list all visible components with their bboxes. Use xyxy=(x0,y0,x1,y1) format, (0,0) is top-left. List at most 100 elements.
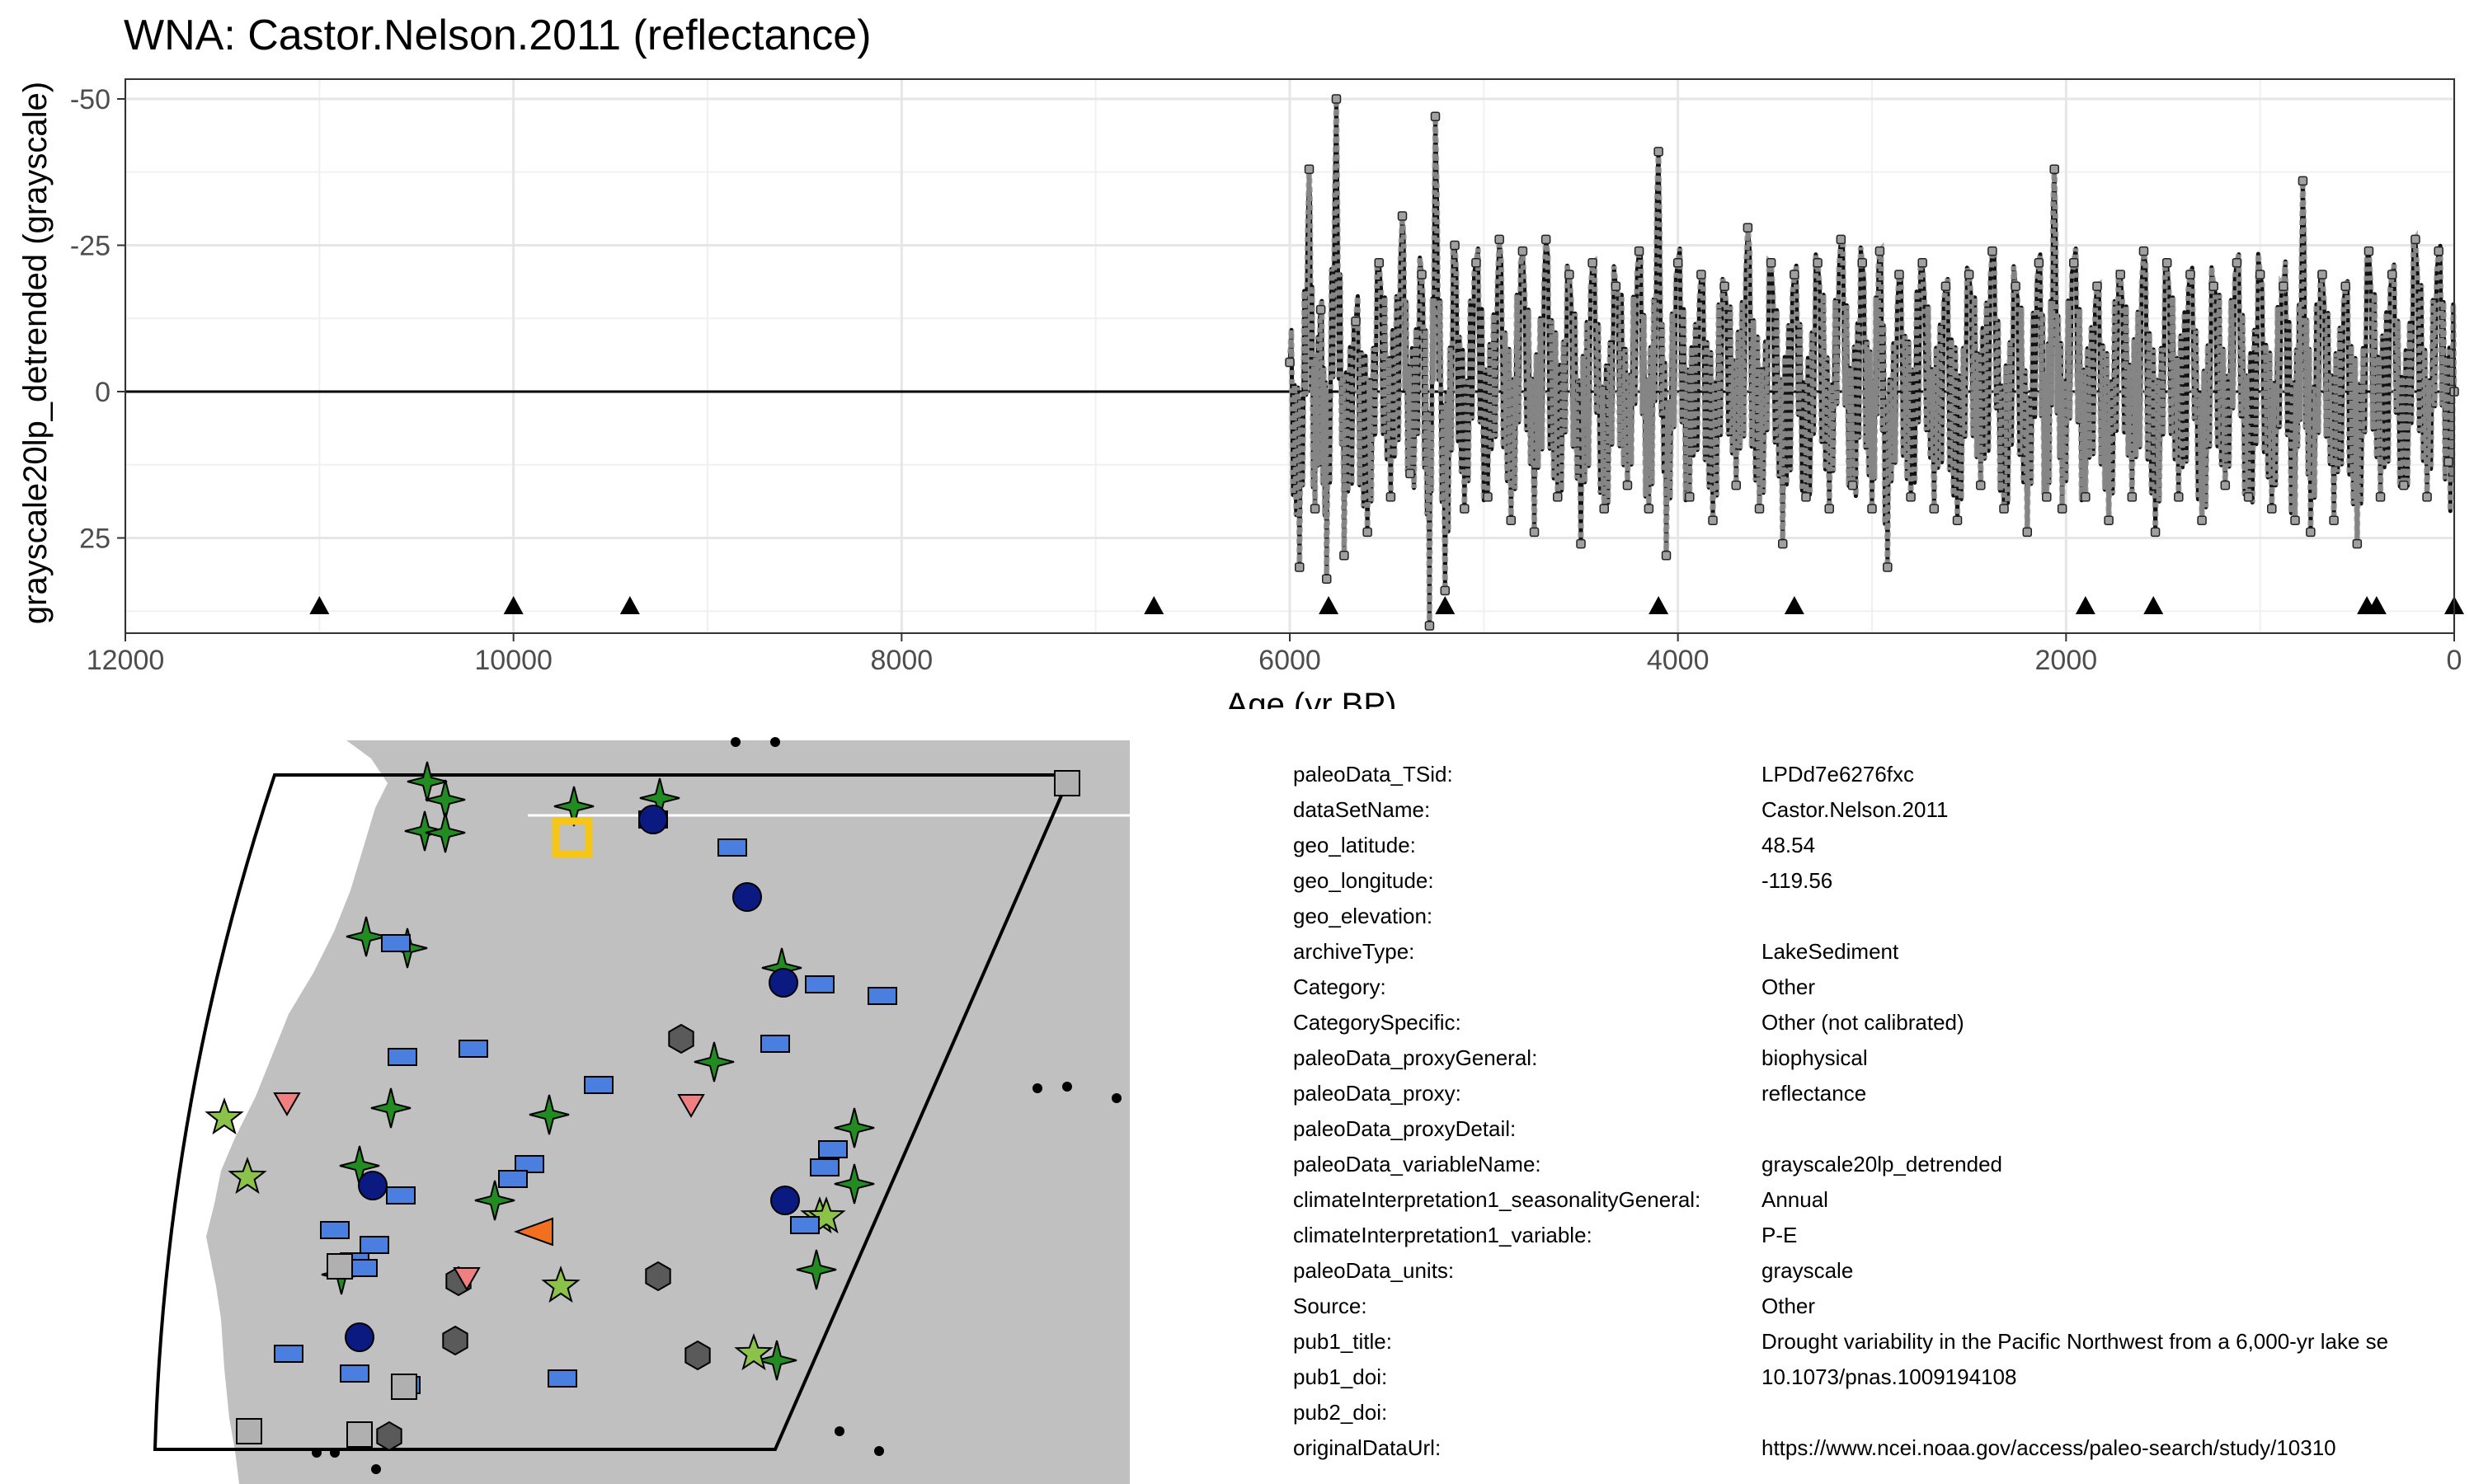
map-marker-rect xyxy=(548,1369,577,1388)
data-point xyxy=(1731,480,1742,491)
data-point xyxy=(1813,258,1823,268)
map-marker-rect xyxy=(790,1216,820,1234)
data-point xyxy=(1801,492,1811,502)
metadata-key: geo_elevation: xyxy=(1293,904,1433,928)
data-point xyxy=(1599,504,1609,514)
data-point xyxy=(1622,480,1633,491)
map-marker-rect xyxy=(810,1158,840,1176)
data-point xyxy=(1483,492,1493,502)
data-point xyxy=(1321,574,1332,584)
map-marker-square xyxy=(327,1253,353,1280)
map-marker-rect xyxy=(805,975,835,993)
map-marker-hexagon xyxy=(668,1023,694,1054)
data-point xyxy=(2434,246,2443,256)
data-point xyxy=(1576,538,1586,549)
metadata-value: LPDd7e6276fxc xyxy=(1761,762,1915,787)
metadata-key: paleoData_TSid: xyxy=(1293,762,1453,787)
data-point xyxy=(2329,515,2339,525)
map-marker-hexagon xyxy=(684,1340,711,1371)
map-marker-rect xyxy=(381,934,411,952)
data-point xyxy=(2138,246,2149,256)
data-point xyxy=(1339,551,1349,561)
data-point xyxy=(2399,480,2409,491)
data-point xyxy=(1790,270,1799,279)
metadata-key: geo_longitude: xyxy=(1293,868,1434,893)
data-point xyxy=(2022,527,2033,538)
data-point xyxy=(1450,240,1460,251)
sample-marker-triangle xyxy=(2075,596,2095,614)
metadata-key: archiveType: xyxy=(1293,939,1415,964)
data-point xyxy=(1964,270,1974,279)
map-marker-circle xyxy=(770,1186,800,1215)
data-point xyxy=(2115,270,2125,279)
sample-marker-triangle xyxy=(1649,596,1669,614)
data-point xyxy=(2279,281,2288,291)
map-marker-rect xyxy=(274,1345,303,1363)
sample-marker-triangle xyxy=(2366,596,2387,614)
map-marker-dot xyxy=(371,1464,381,1474)
map-marker-hexagon xyxy=(376,1421,402,1452)
map-marker-star4 xyxy=(553,786,595,827)
data-point xyxy=(1743,223,1753,232)
x-tick-label: 10000 xyxy=(474,645,553,676)
data-point xyxy=(1836,234,1846,245)
data-point xyxy=(1540,234,1551,245)
data-point xyxy=(2161,258,2172,268)
x-tick-label: 4000 xyxy=(1647,645,1710,676)
data-point xyxy=(2298,176,2308,186)
data-point xyxy=(1754,504,1765,514)
metadata-key: pub2_doi: xyxy=(1293,1400,1388,1425)
map-marker-star4 xyxy=(834,1107,875,1148)
data-point xyxy=(2220,480,2231,491)
map-marker-triangle-down xyxy=(273,1092,301,1117)
map-marker-dot xyxy=(1062,1082,1072,1092)
map-marker-hexagon xyxy=(442,1325,468,1356)
data-point xyxy=(1634,246,1644,256)
x-axis-label: Age (yr BP) xyxy=(1226,687,1397,709)
data-point xyxy=(2174,492,2184,502)
map-marker-triangle-down xyxy=(677,1094,705,1119)
map-marker-rect xyxy=(498,1170,528,1188)
data-point xyxy=(1295,562,1305,572)
metadata-key: paleoData_variableName: xyxy=(1293,1152,1541,1176)
sample-marker-triangle xyxy=(1144,596,1164,614)
map-marker-star4 xyxy=(796,1249,837,1290)
data-point xyxy=(1553,492,1563,502)
map-marker-rect xyxy=(348,1259,378,1277)
data-point xyxy=(1999,504,2009,514)
map-marker-star4 xyxy=(529,1094,570,1135)
metadata-table: paleoData_TSid: LPDd7e6276fxc dataSetName:… xyxy=(1293,762,2474,1479)
sample-marker-triangle xyxy=(2143,596,2164,614)
metadata-key: Source: xyxy=(1293,1294,1367,1318)
map-marker-star4 xyxy=(407,761,448,802)
map-marker-star4 xyxy=(425,812,466,853)
data-point xyxy=(2352,538,2363,549)
map-marker-dot xyxy=(874,1446,884,1456)
y-tick-label: -50 xyxy=(70,84,111,115)
data-point xyxy=(2185,270,2195,279)
data-point xyxy=(2049,164,2059,174)
data-point xyxy=(1374,258,1385,268)
data-point xyxy=(1883,562,1893,572)
sample-marker-triangle xyxy=(1784,596,1804,614)
metadata-key: climateInterpretation1_seasonalityGenera… xyxy=(1293,1187,1701,1212)
x-tick-label: 2000 xyxy=(2035,645,2098,676)
map-marker-circle xyxy=(345,1322,374,1352)
data-point xyxy=(1708,515,1718,525)
map-marker-star5 xyxy=(807,1196,846,1234)
metadata-value: grayscale xyxy=(1761,1258,1854,1283)
data-point xyxy=(1471,258,1481,268)
data-point xyxy=(2127,492,2138,502)
map-marker-star4 xyxy=(370,1087,412,1129)
data-point xyxy=(2340,281,2350,291)
data-point xyxy=(1685,492,1695,502)
map-marker-star4 xyxy=(346,916,387,957)
map-marker-rect xyxy=(717,838,747,857)
time-series-chart: WNA: Castor.Nelson.2011 (reflectance) 12… xyxy=(17,12,2464,709)
metadata-key: climateInterpretation1_variable: xyxy=(1293,1223,1592,1247)
map-marker-dot xyxy=(731,737,741,747)
map-marker-dot xyxy=(1032,1083,1042,1093)
map-marker-star5 xyxy=(205,1097,244,1135)
map-marker-star5 xyxy=(541,1266,581,1303)
sample-marker-triangle xyxy=(309,596,330,614)
